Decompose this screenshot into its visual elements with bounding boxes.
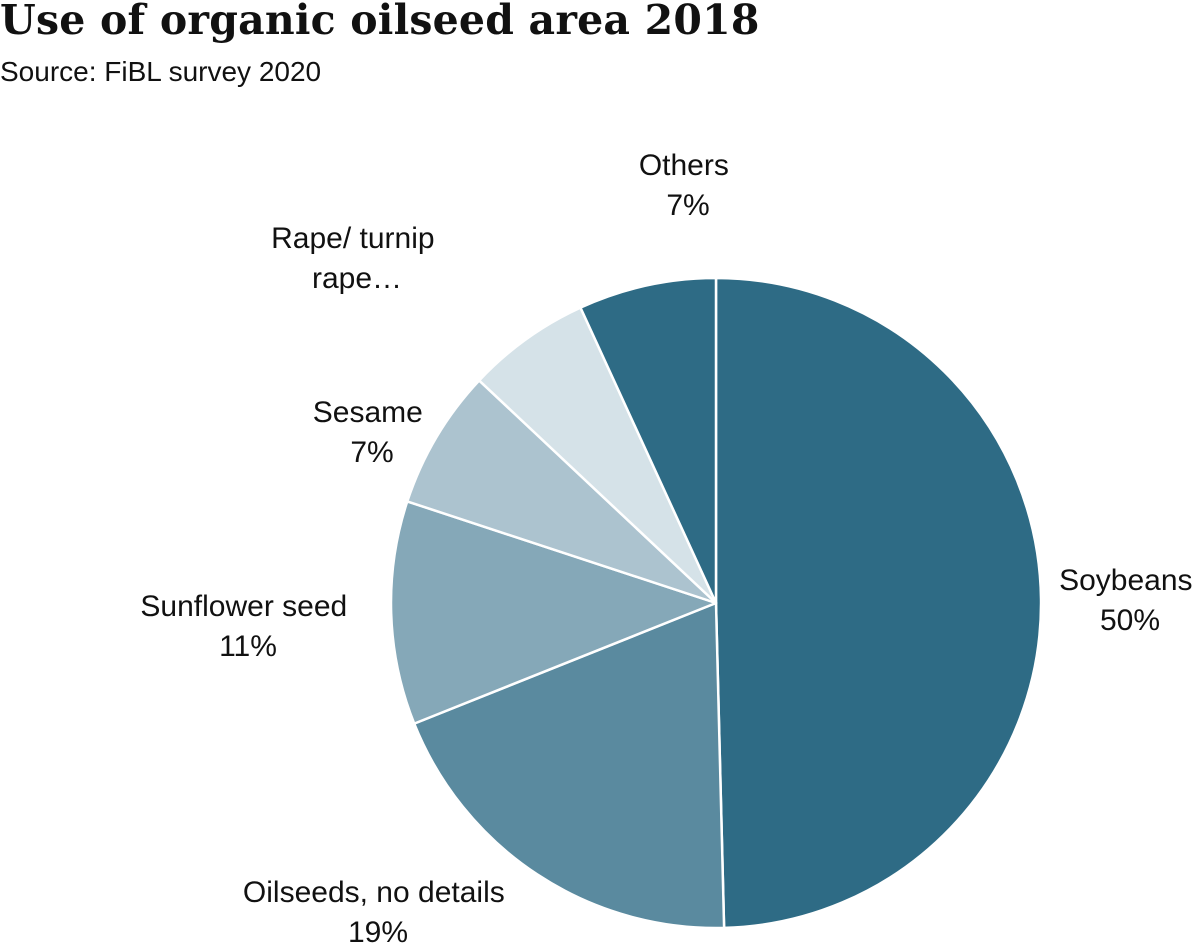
slice-label-sesame: Sesame 7% — [313, 396, 431, 469]
slice-label-rape-turnip-rape: Rape/ turnip rape… — [271, 222, 443, 295]
slice-label-sunflower-seed: Sunflower seed 11% — [140, 590, 355, 663]
slice-label-oilseeds-no-details: Oilseeds, no details 19% — [243, 876, 513, 948]
slice-label-soybeans: Soybeans 50% — [1059, 564, 1200, 637]
pie-labels: Soybeans 50% Oilseeds, no details 19% Su… — [140, 149, 1200, 948]
chart-subtitle: Source: FiBL survey 2020 — [0, 56, 322, 87]
pie-slice-soybeans — [714, 276, 1043, 930]
pie-slice-oilseeds-no-details — [412, 601, 726, 930]
pie-slice-others — [579, 276, 718, 605]
pie-slice-sesame — [406, 379, 718, 605]
pie-slice-sunflower-seed — [389, 500, 718, 725]
chart-title: Use of organic oilseed area 2018 — [0, 0, 760, 44]
pie-slice-rape-turnip-rape — [477, 306, 718, 605]
slice-label-others: Others 7% — [639, 149, 737, 222]
pie-slices — [389, 276, 1043, 930]
